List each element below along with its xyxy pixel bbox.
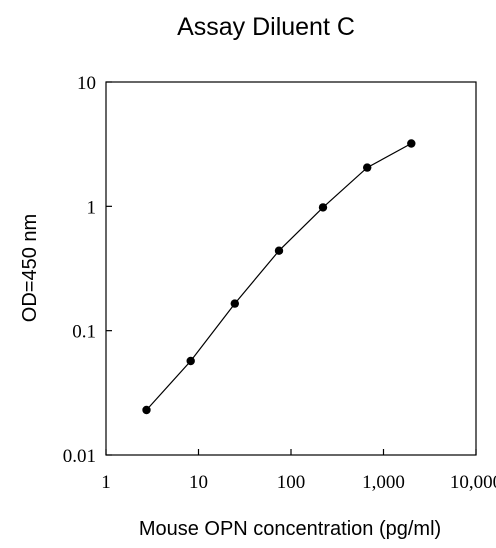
data-point [186, 356, 195, 366]
x-tick-label: 1 [101, 472, 111, 493]
y-tick-label: 1 [87, 197, 97, 218]
chart-title: Assay Diluent C [177, 13, 355, 41]
data-point [230, 299, 239, 308]
data-point [274, 246, 284, 255]
y-tick-label: 0.01 [63, 446, 96, 467]
data-point [142, 405, 151, 415]
y-tick-label: 10 [77, 73, 96, 94]
x-tick-label: 10 [189, 472, 208, 493]
data-point [407, 139, 416, 148]
y-axis: 0.01 0.1 1 10 [63, 73, 112, 467]
data-points [142, 139, 416, 415]
x-axis-label: Mouse OPN concentration (pg/ml) [139, 518, 441, 540]
y-tick-label: 0.1 [72, 322, 96, 343]
x-tick-label: 10,000 [450, 472, 496, 493]
data-point [318, 203, 328, 212]
x-axis: 1 10 100 1,000 10,000 [101, 449, 496, 493]
x-tick-label: 100 [277, 472, 306, 493]
series-line [146, 142, 412, 411]
data-point [363, 163, 372, 172]
plot-area [105, 81, 477, 456]
x-tick-label: 1,000 [362, 472, 405, 493]
y-axis-label: OD=450 nm [19, 214, 41, 322]
